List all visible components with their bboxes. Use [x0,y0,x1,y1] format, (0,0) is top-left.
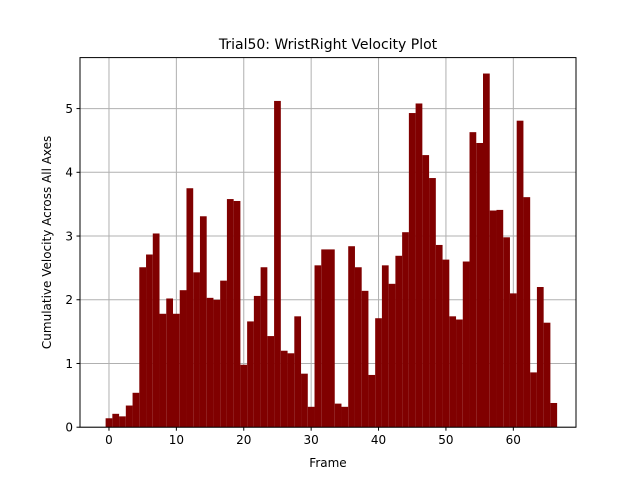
bar [146,254,153,428]
bar [550,402,558,428]
bar [307,406,315,428]
bar [408,113,416,428]
bar [112,413,120,428]
y-tick-label: 5 [65,102,73,116]
bar [206,297,214,428]
bar [247,321,254,428]
x-tick-label: 50 [438,433,453,447]
bar [166,298,173,428]
bar [388,283,396,428]
bar [381,265,389,428]
bar [395,255,403,428]
bar [179,290,187,428]
bar [125,405,133,428]
bar [516,120,524,428]
bar [503,237,510,428]
bar [449,316,457,428]
y-tick-label: 4 [65,166,73,180]
bar [321,249,328,428]
bar [280,350,288,428]
y-tick-label: 2 [65,293,73,307]
bar [523,197,531,428]
bar [483,73,490,428]
bar [253,295,261,428]
y-tick-label: 0 [65,421,73,435]
bar [139,267,147,428]
bar [328,249,335,428]
bar [314,265,322,428]
bar [301,373,308,428]
bar [274,100,281,428]
x-axis-title: Frame [309,456,346,470]
bar [233,200,241,428]
bar [334,403,342,428]
bar [240,364,248,428]
x-tick-label: 20 [236,433,251,447]
chart-title: Trial50: WristRight Velocity Plot [218,37,438,53]
bar [152,233,160,428]
bars [105,73,558,428]
bar [199,216,207,428]
bar [530,372,537,428]
bar [294,316,302,428]
bar [536,287,544,428]
bar [119,416,126,428]
bar [220,280,227,428]
x-tick-label: 10 [169,433,184,447]
x-tick-label: 60 [506,433,521,447]
bar [462,261,470,428]
bar [456,319,463,428]
bar [543,322,551,428]
bar [132,392,140,428]
bar [442,259,450,428]
y-tick-label: 1 [65,357,73,371]
bar [193,272,200,428]
x-axis-ticks: 0 10 20 30 40 50 60 [105,427,521,447]
bar [429,178,436,428]
bar [105,418,113,428]
bar [260,267,268,428]
bar [402,232,409,428]
bar [489,210,497,428]
bar [415,103,423,428]
bar [469,132,477,428]
bar [173,313,180,428]
bar [226,199,234,428]
bar [186,188,194,428]
plot-frame [79,57,577,428]
bar [287,353,295,428]
x-tick-label: 40 [371,433,386,447]
bar [422,155,430,428]
x-tick-label: 30 [304,433,319,447]
bar [476,142,483,428]
bar [368,374,376,428]
bar [354,267,362,428]
bar [159,313,167,428]
bar [509,293,517,428]
bar [341,406,349,428]
y-axis-title: Cumulative Velocity Across All Axes [40,136,54,349]
bar [267,336,275,428]
bar [361,290,369,428]
bar [348,246,355,428]
x-tick-label: 0 [105,433,113,447]
bar [496,209,504,428]
y-axis-ticks: 0 1 2 3 4 5 [65,102,80,435]
bar [213,299,221,428]
y-tick-label: 3 [65,229,73,243]
bar [375,318,382,428]
bar [435,244,443,428]
